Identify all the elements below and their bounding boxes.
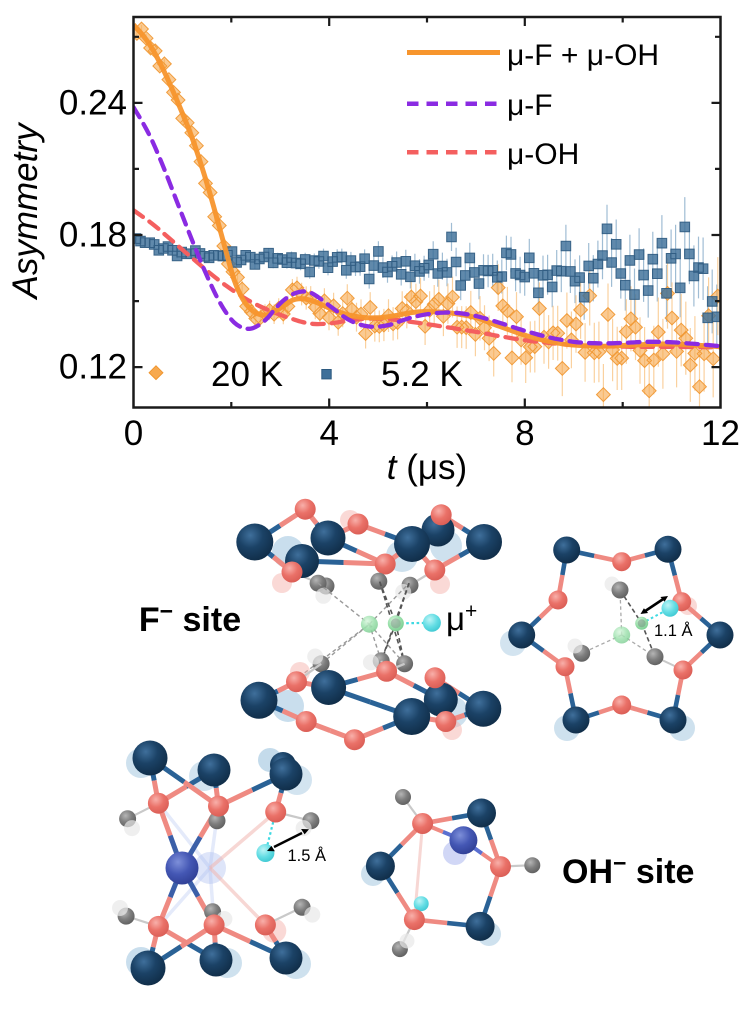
svg-text:OH− site: OH− site <box>562 850 694 891</box>
svg-text:F− site: F− site <box>139 598 241 639</box>
svg-text:5.2 K: 5.2 K <box>381 355 463 394</box>
svg-text:t (μs): t (μs) <box>387 448 467 487</box>
svg-text:μ-F + μ-OH: μ-F + μ-OH <box>507 39 659 72</box>
svg-text:1.1 Å: 1.1 Å <box>654 621 693 640</box>
svg-text:8: 8 <box>515 414 534 453</box>
svg-text:1.5 Å: 1.5 Å <box>288 846 327 865</box>
svg-text:20 K: 20 K <box>211 355 283 394</box>
svg-text:0: 0 <box>124 414 143 453</box>
svg-text:12: 12 <box>701 414 740 453</box>
svg-text:Asymmetry: Asymmetry <box>6 121 45 301</box>
svg-text:μ-OH: μ-OH <box>507 138 579 171</box>
svg-text:μ-F: μ-F <box>507 89 553 122</box>
svg-text:0.12: 0.12 <box>59 348 127 387</box>
svg-text:0.18: 0.18 <box>59 216 127 255</box>
svg-text:0.24: 0.24 <box>59 83 127 122</box>
svg-text:4: 4 <box>319 414 338 453</box>
